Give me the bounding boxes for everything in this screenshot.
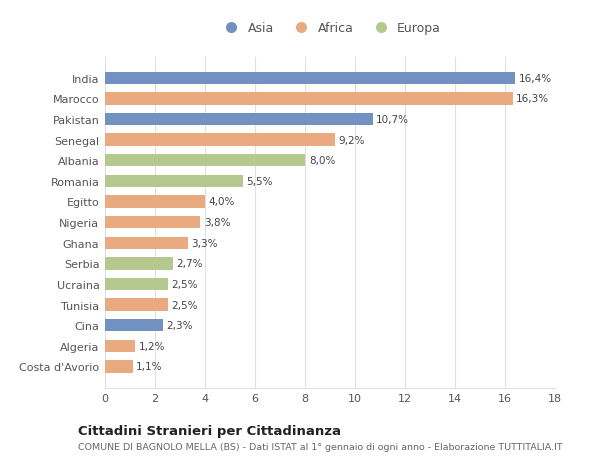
Text: 1,2%: 1,2% — [139, 341, 165, 351]
Bar — [105, 340, 135, 352]
Text: COMUNE DI BAGNOLO MELLA (BS) - Dati ISTAT al 1° gennaio di ogni anno - Elaborazi: COMUNE DI BAGNOLO MELLA (BS) - Dati ISTA… — [78, 442, 563, 451]
Text: 3,8%: 3,8% — [204, 218, 230, 228]
Bar — [105, 73, 515, 85]
Bar — [105, 217, 200, 229]
Text: 4,0%: 4,0% — [209, 197, 235, 207]
Text: 2,5%: 2,5% — [171, 300, 198, 310]
Bar — [105, 155, 305, 167]
Text: 8,0%: 8,0% — [309, 156, 335, 166]
Text: 3,3%: 3,3% — [191, 238, 218, 248]
Text: 2,5%: 2,5% — [171, 280, 198, 289]
Bar — [105, 93, 512, 105]
Bar — [105, 299, 167, 311]
Text: 16,3%: 16,3% — [516, 94, 550, 104]
Bar — [105, 257, 173, 270]
Bar — [105, 237, 187, 249]
Text: 5,5%: 5,5% — [246, 176, 273, 186]
Text: 1,1%: 1,1% — [136, 362, 163, 372]
Text: 9,2%: 9,2% — [339, 135, 365, 146]
Text: 10,7%: 10,7% — [376, 115, 409, 125]
Bar — [105, 360, 133, 373]
Bar — [105, 175, 242, 188]
Text: Cittadini Stranieri per Cittadinanza: Cittadini Stranieri per Cittadinanza — [78, 425, 341, 437]
Text: 2,3%: 2,3% — [166, 320, 193, 330]
Legend: Asia, Africa, Europa: Asia, Africa, Europa — [214, 17, 446, 40]
Bar — [105, 278, 167, 291]
Bar — [105, 134, 335, 146]
Bar — [105, 113, 373, 126]
Text: 16,4%: 16,4% — [519, 73, 552, 84]
Bar — [105, 319, 163, 332]
Bar — [105, 196, 205, 208]
Text: 2,7%: 2,7% — [176, 259, 203, 269]
